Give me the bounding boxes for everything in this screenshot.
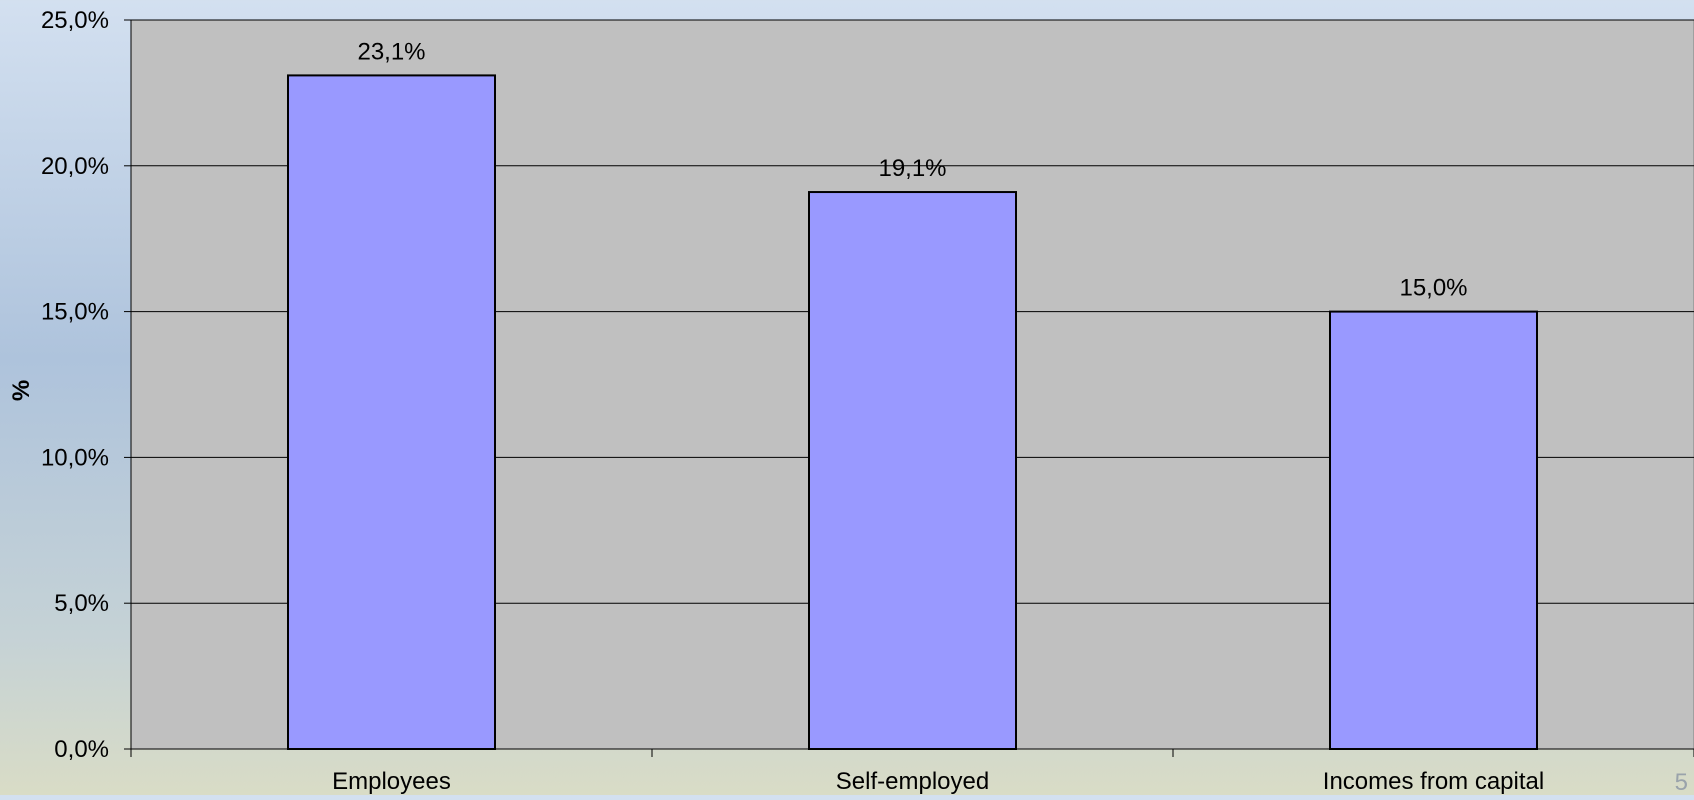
bar: [808, 191, 1017, 750]
y-tick-label: 25,0%: [41, 7, 109, 34]
data-label: 19,1%: [878, 155, 946, 182]
bar: [287, 74, 496, 751]
data-label: 23,1%: [357, 38, 425, 65]
data-labels: 23,1% 19,1% 15,0%: [357, 38, 1467, 301]
y-tick-label: 20,0%: [41, 153, 109, 180]
bars: [287, 74, 1538, 751]
x-tick-labels: Employees Self-employed Incomes from capit…: [332, 768, 1544, 795]
bar: [1329, 310, 1538, 750]
y-tick-label: 10,0%: [41, 444, 109, 471]
page-number: 5: [1674, 769, 1688, 796]
y-axis-label: %: [8, 380, 35, 401]
y-tick-label: 15,0%: [41, 299, 109, 326]
y-tick-labels: 0,0% 5,0% 10,0% 15,0% 20,0% 25,0%: [41, 7, 109, 763]
y-tick-label: 0,0%: [54, 736, 109, 763]
data-label: 15,0%: [1399, 275, 1467, 302]
y-tick-label: 5,0%: [54, 590, 109, 617]
axes: [124, 19, 1694, 757]
x-tick-label: Incomes from capital: [1323, 768, 1544, 795]
x-tick-label: Self-employed: [836, 768, 989, 795]
x-tick-label: Employees: [332, 768, 451, 795]
